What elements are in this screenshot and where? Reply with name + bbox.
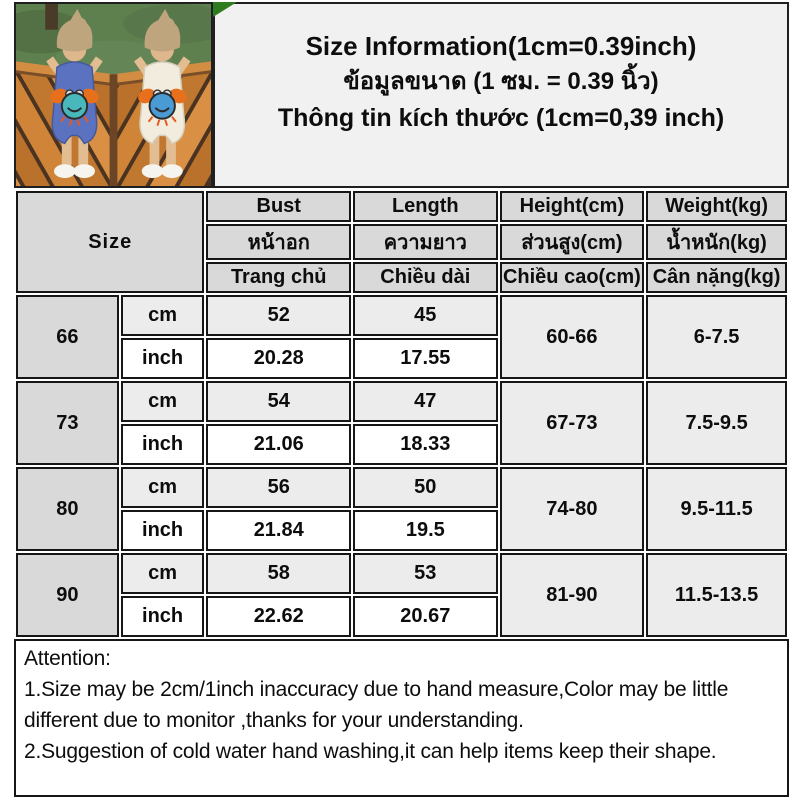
bust-cm: 54 [206, 381, 352, 422]
size-value: 80 [16, 467, 119, 551]
table-row: inch 20.28 17.55 [16, 338, 787, 379]
table-row: inch 21.84 19.5 [16, 510, 787, 551]
table-row: inch 22.62 20.67 [16, 596, 787, 637]
header-row: Size Information(1cm=0.39inch) ข้อมูลขนา… [14, 2, 789, 188]
unit-cm-label: cm [120, 467, 205, 508]
unit-inch-label: inch [120, 510, 205, 551]
col-weight-en: Weight(kg) [646, 191, 787, 222]
length-inch: 18.33 [353, 424, 498, 465]
unit-inch-label: inch [120, 338, 205, 379]
bust-cm: 52 [206, 295, 352, 336]
unit-cm-label: cm [120, 381, 205, 422]
col-bust-th: หน้าอก [206, 224, 352, 260]
table-row: 73 cm 54 47 67-73 7.5-9.5 [16, 381, 787, 465]
unit-inch-label: inch [120, 596, 205, 637]
length-inch: 20.67 [353, 596, 498, 637]
weight-range: 7.5-9.5 [646, 381, 787, 465]
bust-inch: 21.06 [206, 424, 352, 465]
size-value: 90 [16, 553, 119, 637]
baby-blue [46, 8, 103, 179]
title-english: Size Information(1cm=0.39inch) [305, 30, 697, 61]
col-length-en: Length [353, 191, 498, 222]
title-vietnamese: Thông tin kích thước (1cm=0,39 inch) [277, 104, 725, 133]
length-cm: 53 [353, 553, 498, 594]
bust-cm: 58 [206, 553, 352, 594]
size-value: 73 [16, 381, 119, 465]
title-thai: ข้อมูลขนาด (1 ซม. = 0.39 นิ้ว) [343, 68, 659, 96]
length-cm: 50 [353, 467, 498, 508]
weight-range: 9.5-11.5 [646, 467, 787, 551]
unit-cm-label: cm [120, 295, 205, 336]
bust-inch: 22.62 [206, 596, 352, 637]
product-photo-illustration [16, 4, 211, 186]
col-bust-vi: Trang chủ [206, 262, 352, 293]
length-inch: 19.5 [353, 510, 498, 551]
attention-line-2: 2.Suggestion of cold water hand washing,… [24, 740, 717, 764]
bust-cm: 56 [206, 467, 352, 508]
weight-range: 11.5-13.5 [646, 553, 787, 637]
length-cm: 47 [353, 381, 498, 422]
product-photo [14, 2, 213, 188]
col-length-th: ความยาว [353, 224, 498, 260]
size-header-cell: Size [16, 191, 205, 293]
size-value: 66 [16, 295, 119, 379]
corner-fold-decoration [213, 2, 237, 17]
table-row: 90 cm 58 53 81-90 11.5-13.5 [16, 553, 787, 637]
table-row: 80 cm 56 50 74-80 9.5-11.5 [16, 467, 787, 551]
attention-line-1: 1.Size may be 2cm/1inch inaccuracy due t… [24, 678, 729, 733]
weight-range: 6-7.5 [646, 295, 787, 379]
height-range: 67-73 [499, 381, 645, 465]
height-range: 60-66 [499, 295, 645, 379]
title-panel: Size Information(1cm=0.39inch) ข้อมูลขนา… [213, 2, 789, 188]
length-inch: 17.55 [353, 338, 498, 379]
unit-inch-label: inch [120, 424, 205, 465]
unit-cm-label: cm [120, 553, 205, 594]
attention-heading: Attention: [24, 647, 111, 670]
height-range: 74-80 [499, 467, 645, 551]
col-weight-vi: Cân nặng(kg) [646, 262, 787, 293]
baby-white [133, 8, 191, 179]
attention-notes: Attention: 1.Size may be 2cm/1inch inacc… [14, 639, 789, 797]
size-table: Size Bust Length Height(cm) Weight(kg) ห… [14, 189, 789, 639]
col-height-th: ส่วนสูง(cm) [499, 224, 645, 260]
col-height-en: Height(cm) [499, 191, 645, 222]
table-row: 66 cm 52 45 60-66 6-7.5 [16, 295, 787, 379]
height-range: 81-90 [499, 553, 645, 637]
table-row: inch 21.06 18.33 [16, 424, 787, 465]
col-height-vi: Chiều cao(cm) [499, 262, 645, 293]
length-cm: 45 [353, 295, 498, 336]
bust-inch: 20.28 [206, 338, 352, 379]
col-length-vi: Chiều dài [353, 262, 498, 293]
bust-inch: 21.84 [206, 510, 352, 551]
col-weight-th: น้ำหนัก(kg) [646, 224, 787, 260]
col-bust-en: Bust [206, 191, 352, 222]
